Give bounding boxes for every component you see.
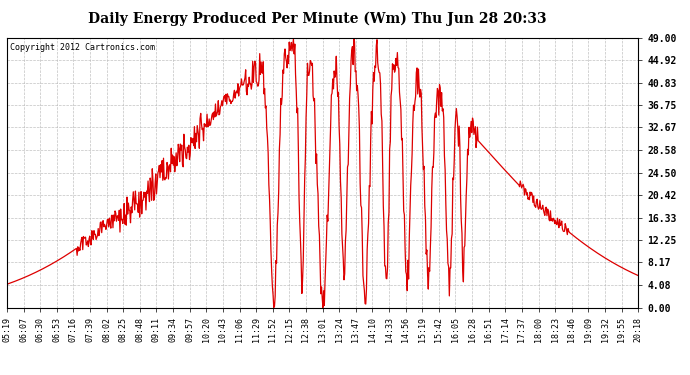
Text: Daily Energy Produced Per Minute (Wm) Thu Jun 28 20:33: Daily Energy Produced Per Minute (Wm) Th… <box>88 11 546 26</box>
Text: Copyright 2012 Cartronics.com: Copyright 2012 Cartronics.com <box>10 43 155 52</box>
